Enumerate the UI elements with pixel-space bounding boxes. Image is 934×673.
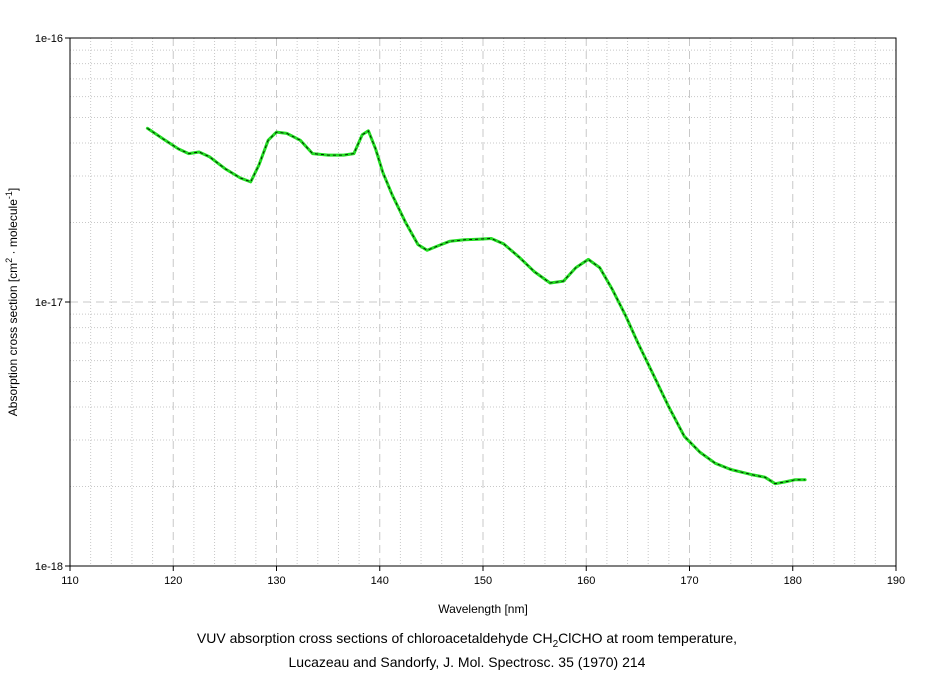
series-layer — [145, 126, 807, 486]
series-line-overlay — [147, 127, 806, 485]
x-tick-label: 120 — [164, 575, 182, 587]
x-tick-label: 180 — [784, 575, 802, 587]
x-tick-label: 190 — [887, 575, 905, 587]
y-axis-label-prefix: Absorption cross section [cm — [6, 263, 20, 416]
x-axis: 110 120 130 140 150 160 170 180 190 — [61, 566, 905, 587]
x-tick-label: 110 — [61, 575, 79, 587]
caption-suffix: ClCHO at room temperature, — [558, 630, 738, 646]
x-tick-label: 170 — [680, 575, 698, 587]
x-axis-label: Wavelength [nm] — [438, 602, 528, 616]
x-tick-label: 140 — [371, 575, 389, 587]
x-tick-label: 160 — [577, 575, 595, 587]
caption-prefix: VUV absorption cross sections of chloroa… — [196, 630, 553, 646]
x-tick-label: 130 — [267, 575, 285, 587]
y-axis-label-suffix: ] — [6, 188, 20, 191]
y-tick-label: 1e-18 — [35, 561, 63, 573]
chart: 110 120 130 140 150 160 170 180 190 1e-181e-171e… — [4, 33, 905, 616]
y-axis-label-middle: · molecule — [6, 199, 20, 258]
y-tick-label: 1e-17 — [35, 297, 63, 309]
series-line — [145, 126, 807, 486]
major-grid — [70, 38, 896, 566]
x-tick-label: 150 — [474, 575, 492, 587]
y-axis-label: Absorption cross section [cm2 · molecule… — [4, 188, 20, 416]
caption-line-1: VUV absorption cross sections of chloroa… — [0, 630, 934, 650]
y-axis-label-sup1: 2 — [4, 258, 14, 263]
y-axis: 1e-18 1e-17 1e-16 — [35, 33, 70, 573]
caption-line-2: Lucazeau and Sandorfy, J. Mol. Spectrosc… — [288, 654, 646, 670]
y-axis-label-sup2: -1 — [4, 191, 14, 199]
y-tick-label: 1e-16 — [35, 33, 63, 45]
caption-subscript: 2 — [552, 638, 559, 650]
